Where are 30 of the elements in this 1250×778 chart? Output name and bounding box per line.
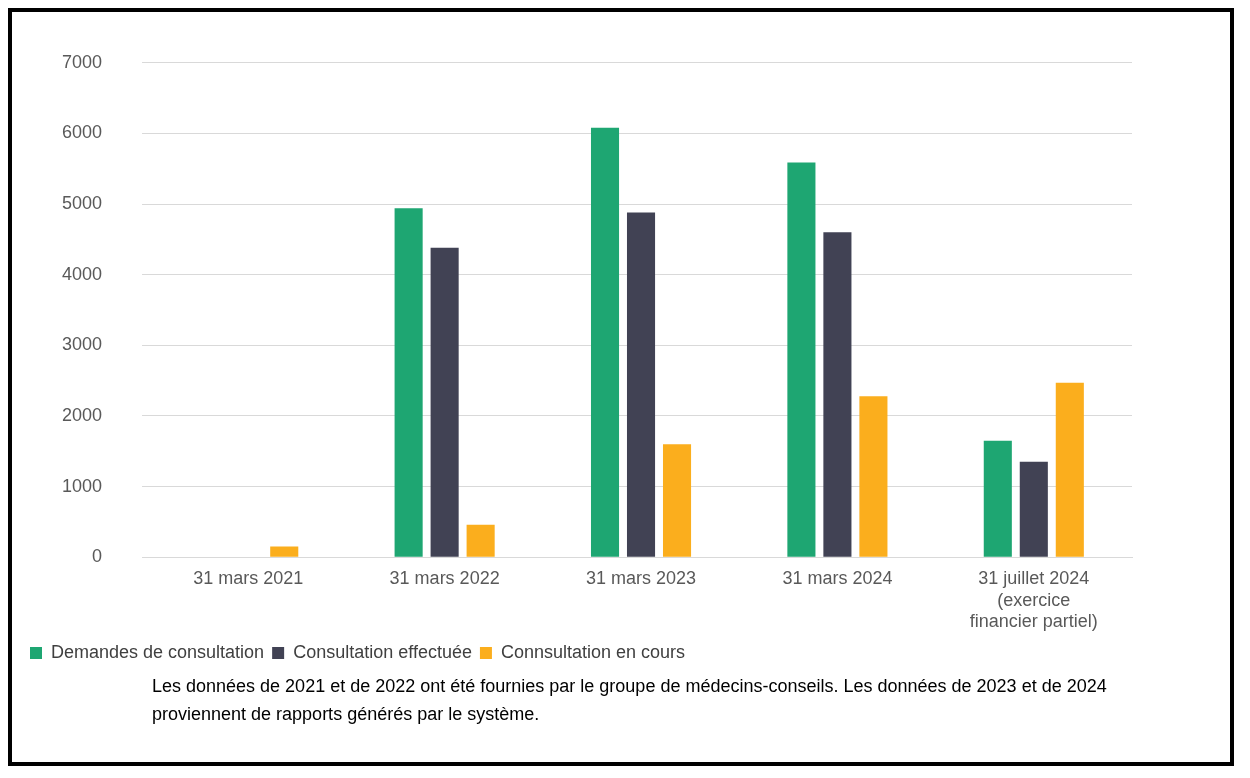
y-tick-label: 6000 [62,122,103,143]
x-tick-label: 31 mars 2024 [782,567,893,588]
bar [1055,382,1084,557]
bar [466,524,495,557]
y-tick-label: 2000 [62,404,103,425]
bar [662,444,692,557]
legend-label: Connsultation en cours [500,641,686,662]
y-tick-label: 7000 [62,51,103,72]
bar [626,212,656,557]
bar [394,208,423,557]
bar [270,546,299,557]
x-tick-label: 31 mars 2021 [193,567,304,588]
bar [823,232,852,557]
y-tick-label: 5000 [62,193,103,214]
x-tick-label: 31 mars 2022 [389,567,500,588]
bar [787,162,816,557]
bar [590,127,620,557]
bar [983,440,1012,557]
y-tick-label: 3000 [62,334,103,355]
y-tick-label: 1000 [62,475,103,496]
legend-label: Consultation effectuée [293,641,472,662]
x-tick-label: 31 juillet 2024 (exercice financier partiel) [969,567,1098,632]
y-tick-label: 4000 [62,263,103,284]
bar [859,396,888,557]
y-tick-label: 0 [92,546,103,567]
bar [1019,461,1048,557]
x-tick-label: 31 mars 2023 [585,567,697,588]
legend-label: Demandes de consultation [51,641,265,662]
text: Les données de 2021 et de 2022 ont été fournies par le groupe de médecins-conseils. Les données de 2023 et de 2024 proviennent de rapports générés par le système. [152,675,1108,726]
bar [430,247,459,557]
